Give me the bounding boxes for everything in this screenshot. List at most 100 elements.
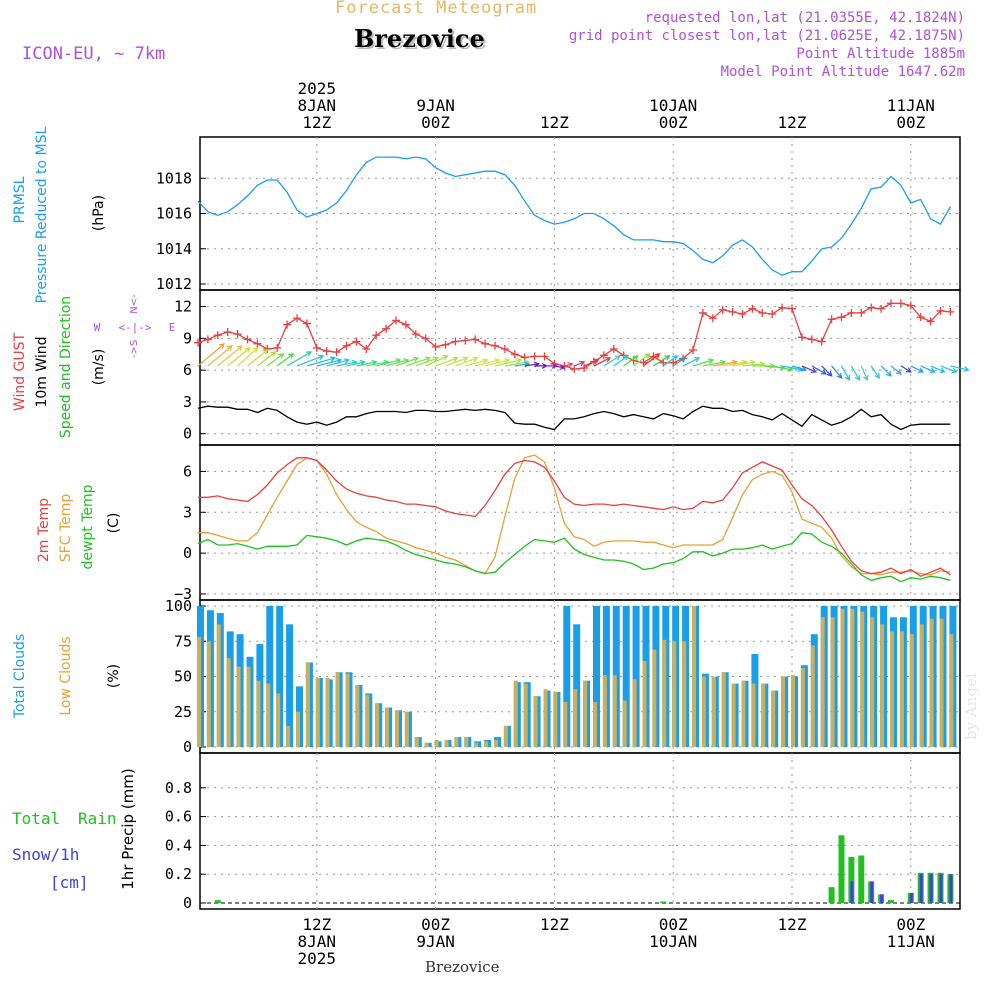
total-cloud-bar [266, 606, 274, 747]
low-cloud-bar [197, 637, 201, 747]
low-cloud-bar [890, 631, 894, 747]
panel-3 [199, 444, 961, 601]
panel-frame [199, 444, 961, 601]
gust-marker [302, 319, 311, 328]
gust-marker [847, 308, 856, 317]
wind-arrow [791, 365, 808, 372]
total-cloud-bar [622, 606, 630, 747]
gust-marker [352, 337, 361, 346]
wind-arrow [672, 357, 687, 367]
snow-bar [850, 881, 854, 903]
wind-arrow [831, 365, 843, 379]
clouds-unit-label: (%) [106, 664, 122, 688]
requested-coords: requested lon,lat (21.0355E, 42.1824N) [644, 10, 965, 26]
bottom-time-label: 2025 [298, 949, 337, 968]
rain-bar [858, 855, 865, 903]
gust-marker [807, 335, 816, 344]
wind-arrow [633, 353, 651, 367]
top-time-label: 10JAN [649, 96, 697, 115]
gust-marker [203, 335, 212, 344]
compass-east: E [169, 321, 176, 334]
low-cloud-bar [880, 624, 885, 747]
wind-arrow [840, 365, 851, 381]
wind-arrow [583, 358, 600, 367]
wind-arrow [811, 365, 827, 375]
low-cloud-bar [246, 666, 251, 747]
low-cloud-bar [771, 690, 776, 747]
wind-arrow [554, 364, 566, 370]
total-cloud-bar [593, 606, 600, 747]
wind-arrow [732, 359, 756, 367]
low-cloud-bar [335, 672, 340, 747]
low-cloud-bar [286, 725, 291, 747]
low-cloud-bar [484, 741, 489, 747]
low-cloud-bar [543, 689, 548, 747]
gust-marker [728, 307, 737, 316]
location-title: Brezovice [354, 24, 485, 53]
snow-bar [870, 881, 874, 903]
gust-marker [461, 336, 470, 345]
gust-marker [708, 314, 717, 323]
wind-direction-label: Speed and Direction [58, 296, 74, 438]
gust-marker [223, 328, 232, 337]
gust-marker [570, 365, 579, 374]
top-time-label: 9JAN [416, 96, 455, 115]
low-cloud-bar [602, 675, 607, 747]
wind-arrow [880, 365, 892, 377]
gust-marker [471, 335, 480, 344]
low-cloud-bar [256, 680, 261, 747]
low-cloud-bar [583, 680, 588, 747]
gust-marker [906, 301, 915, 310]
low-cloud-bar [949, 634, 954, 747]
wind-arrow [207, 345, 233, 367]
gust-marker [382, 324, 391, 333]
low-cloud-bar [523, 683, 528, 747]
model-altitude: Model Point Altitude 1647.62m [720, 64, 965, 80]
gust-marker [283, 320, 292, 329]
gust-marker [273, 343, 282, 352]
wind-arrow [890, 365, 902, 375]
low-cloud-bar [414, 737, 419, 747]
gust-marker [619, 351, 628, 360]
pressure-unit-label: (hPa) [91, 195, 107, 231]
panel-2 [199, 289, 961, 446]
gust-marker [491, 341, 499, 350]
low-cloud-bar [701, 676, 706, 747]
gust-marker [748, 304, 757, 313]
wind-arrow [276, 353, 295, 367]
top-time-label: 12Z [778, 113, 807, 132]
low-cloud-bar [345, 673, 350, 747]
low-cloud-bar [741, 680, 746, 747]
total-cloud-bar [286, 624, 294, 747]
gust-label: Wind GUST [12, 332, 28, 411]
point-altitude: Point Altitude 1885m [796, 46, 965, 62]
y-tick-label: 0.2 [165, 865, 192, 883]
grid-point-coords: grid point closest lon,lat (21.0625E, 42… [568, 28, 965, 44]
low-cloud-bar [919, 624, 924, 747]
wind-arrow [247, 349, 269, 367]
low-cloud-bar [305, 662, 310, 747]
wind-arrow [662, 355, 679, 367]
gust-marker [362, 344, 371, 353]
low-cloud-bar [820, 617, 825, 747]
low-cloud-bar [395, 710, 399, 747]
sfc-temp-label: SFC Temp [58, 494, 74, 563]
wind-arrow [484, 358, 511, 367]
total-cloud-bar [563, 606, 571, 747]
wind-arrow [346, 359, 366, 367]
precip-total-label: Total [12, 809, 60, 828]
wind-arrow [801, 365, 818, 373]
wind-arrow [405, 356, 432, 367]
total-clouds-label: Total Clouds [12, 634, 28, 719]
low-cloud-bar [206, 641, 211, 747]
low-cloud-bar [761, 683, 766, 747]
gust-marker [411, 330, 420, 339]
y-tick-label: 0 [183, 544, 192, 562]
gust-marker [233, 330, 242, 339]
wind-arrow [445, 356, 469, 367]
y-tick-label: 6 [183, 462, 192, 480]
snow-bar [929, 874, 933, 903]
bottom-time-label: 00Z [421, 915, 450, 934]
gust-marker [758, 308, 767, 317]
